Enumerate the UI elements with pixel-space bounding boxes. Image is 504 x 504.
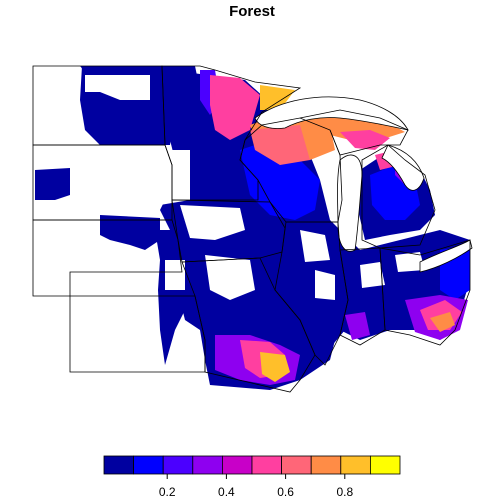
map-title: Forest [229,3,275,20]
county-block-up-pink [340,130,390,150]
legend-swatch [103,455,135,475]
state-boundary-iowa [171,199,286,263]
legend-swatch [340,455,371,475]
state-boundaries [32,65,471,393]
county-block-ne-patch [100,215,160,250]
state-boundary-nebraska [32,219,183,297]
legend-tick-label: 0.8 [336,485,353,499]
county-block-mn-north-pink [210,75,260,140]
state-boundary-wisconsin [239,117,343,223]
county-block-mn-arrowhead-yellow [260,85,295,110]
legend-swatch [221,455,253,475]
lake-huron [381,144,425,191]
county-block-wi-magenta [250,125,310,165]
legend-swatch [162,455,194,475]
lake-superior [254,96,409,131]
legend-tick-label: 0.2 [159,485,176,499]
county-block-se-ohio-orange [430,312,455,332]
legend-swatch [133,455,164,475]
county-fill-layer [35,66,470,390]
no-data-patch-nd [85,75,150,100]
state-boundary-missouri [181,257,316,393]
legend-swatch [310,455,342,475]
state-boundary-michigan [299,109,436,249]
legend-swatch [281,455,312,475]
no-data-patch-ks [165,260,185,290]
no-data-patch-dakotas [150,150,190,205]
legend-swatch [369,455,401,475]
color-legend-ticks: 0.2 0.4 0.6 0.8 [159,474,353,499]
no-data-patch-il-south [315,270,335,300]
no-data-patch-mo-west [205,255,255,300]
state-boundary-ohio [379,239,471,346]
no-data-patch-il [300,230,330,262]
great-lakes [254,96,473,273]
no-data-patch-in [360,262,385,288]
county-block-nd-west [35,168,70,200]
county-block-indiana-south-purple [345,312,370,340]
no-data-layer [85,75,425,300]
legend-swatch [251,455,283,475]
legend-tick-label: 0.6 [277,485,294,499]
county-block-kansas-east [155,230,190,365]
county-block-iowa-illinois [175,200,345,370]
no-data-patch-oh [395,252,425,272]
color-legend [103,455,401,475]
legend-tick-label: 0.4 [218,485,235,499]
county-block-ozarks-yellow [260,352,290,382]
state-boundary-illinois [274,221,349,366]
lake-erie [419,239,473,273]
lake-michigan [337,154,363,252]
no-data-patch-iowa-nw [180,205,245,240]
legend-swatch [192,455,223,475]
